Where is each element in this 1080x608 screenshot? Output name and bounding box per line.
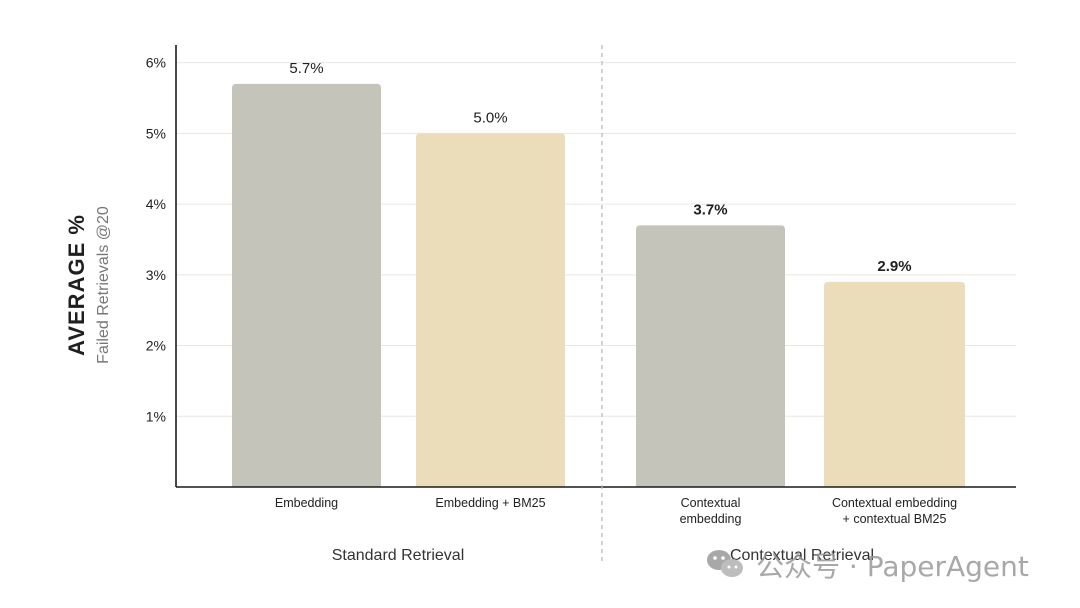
category-label: Contextual	[681, 496, 741, 510]
data-labels: 5.7% 5.0% 3.7% 2.9%	[289, 60, 911, 275]
data-label: 2.9%	[877, 258, 911, 275]
axes	[175, 45, 1016, 562]
y-tick-label: 3%	[146, 267, 166, 283]
y-tick-label: 6%	[146, 55, 166, 71]
bar	[824, 281, 965, 487]
category-label: Embedding + BM25	[435, 496, 545, 510]
wechat-icon	[707, 550, 743, 577]
category-label: Contextual embedding	[832, 496, 957, 510]
category-label: Embedding	[275, 496, 338, 510]
y-axis-subtitle: Failed Retrievals @20	[95, 206, 112, 364]
y-axis-title: AVERAGE %	[64, 214, 89, 356]
y-tick-label: 1%	[146, 408, 166, 424]
group-label: Contextual Retrieval	[730, 547, 874, 564]
bar	[636, 225, 785, 487]
category-labels: Embedding Embedding + BM25 Contextual embed…	[275, 496, 957, 526]
category-label: + contextual BM25	[843, 512, 947, 526]
watermark: 公众号 · PaperAgent	[707, 550, 1029, 583]
y-tick-label: 4%	[146, 196, 166, 212]
data-label: 5.7%	[289, 60, 323, 77]
bar	[232, 83, 381, 488]
group-label: Standard Retrieval	[332, 547, 465, 564]
y-tick-labels: 1% 2% 3% 4% 5% 6%	[146, 55, 166, 425]
bars	[232, 83, 965, 488]
group-labels: Standard Retrieval Contextual Retrieval	[332, 547, 874, 564]
category-label: embedding	[680, 512, 742, 526]
watermark-text: 公众号 · PaperAgent	[756, 550, 1029, 583]
y-tick-label: 5%	[146, 125, 166, 141]
data-label: 5.0%	[473, 109, 507, 126]
data-label: 3.7%	[693, 201, 727, 218]
bar	[416, 133, 565, 487]
y-tick-label: 2%	[146, 338, 166, 354]
